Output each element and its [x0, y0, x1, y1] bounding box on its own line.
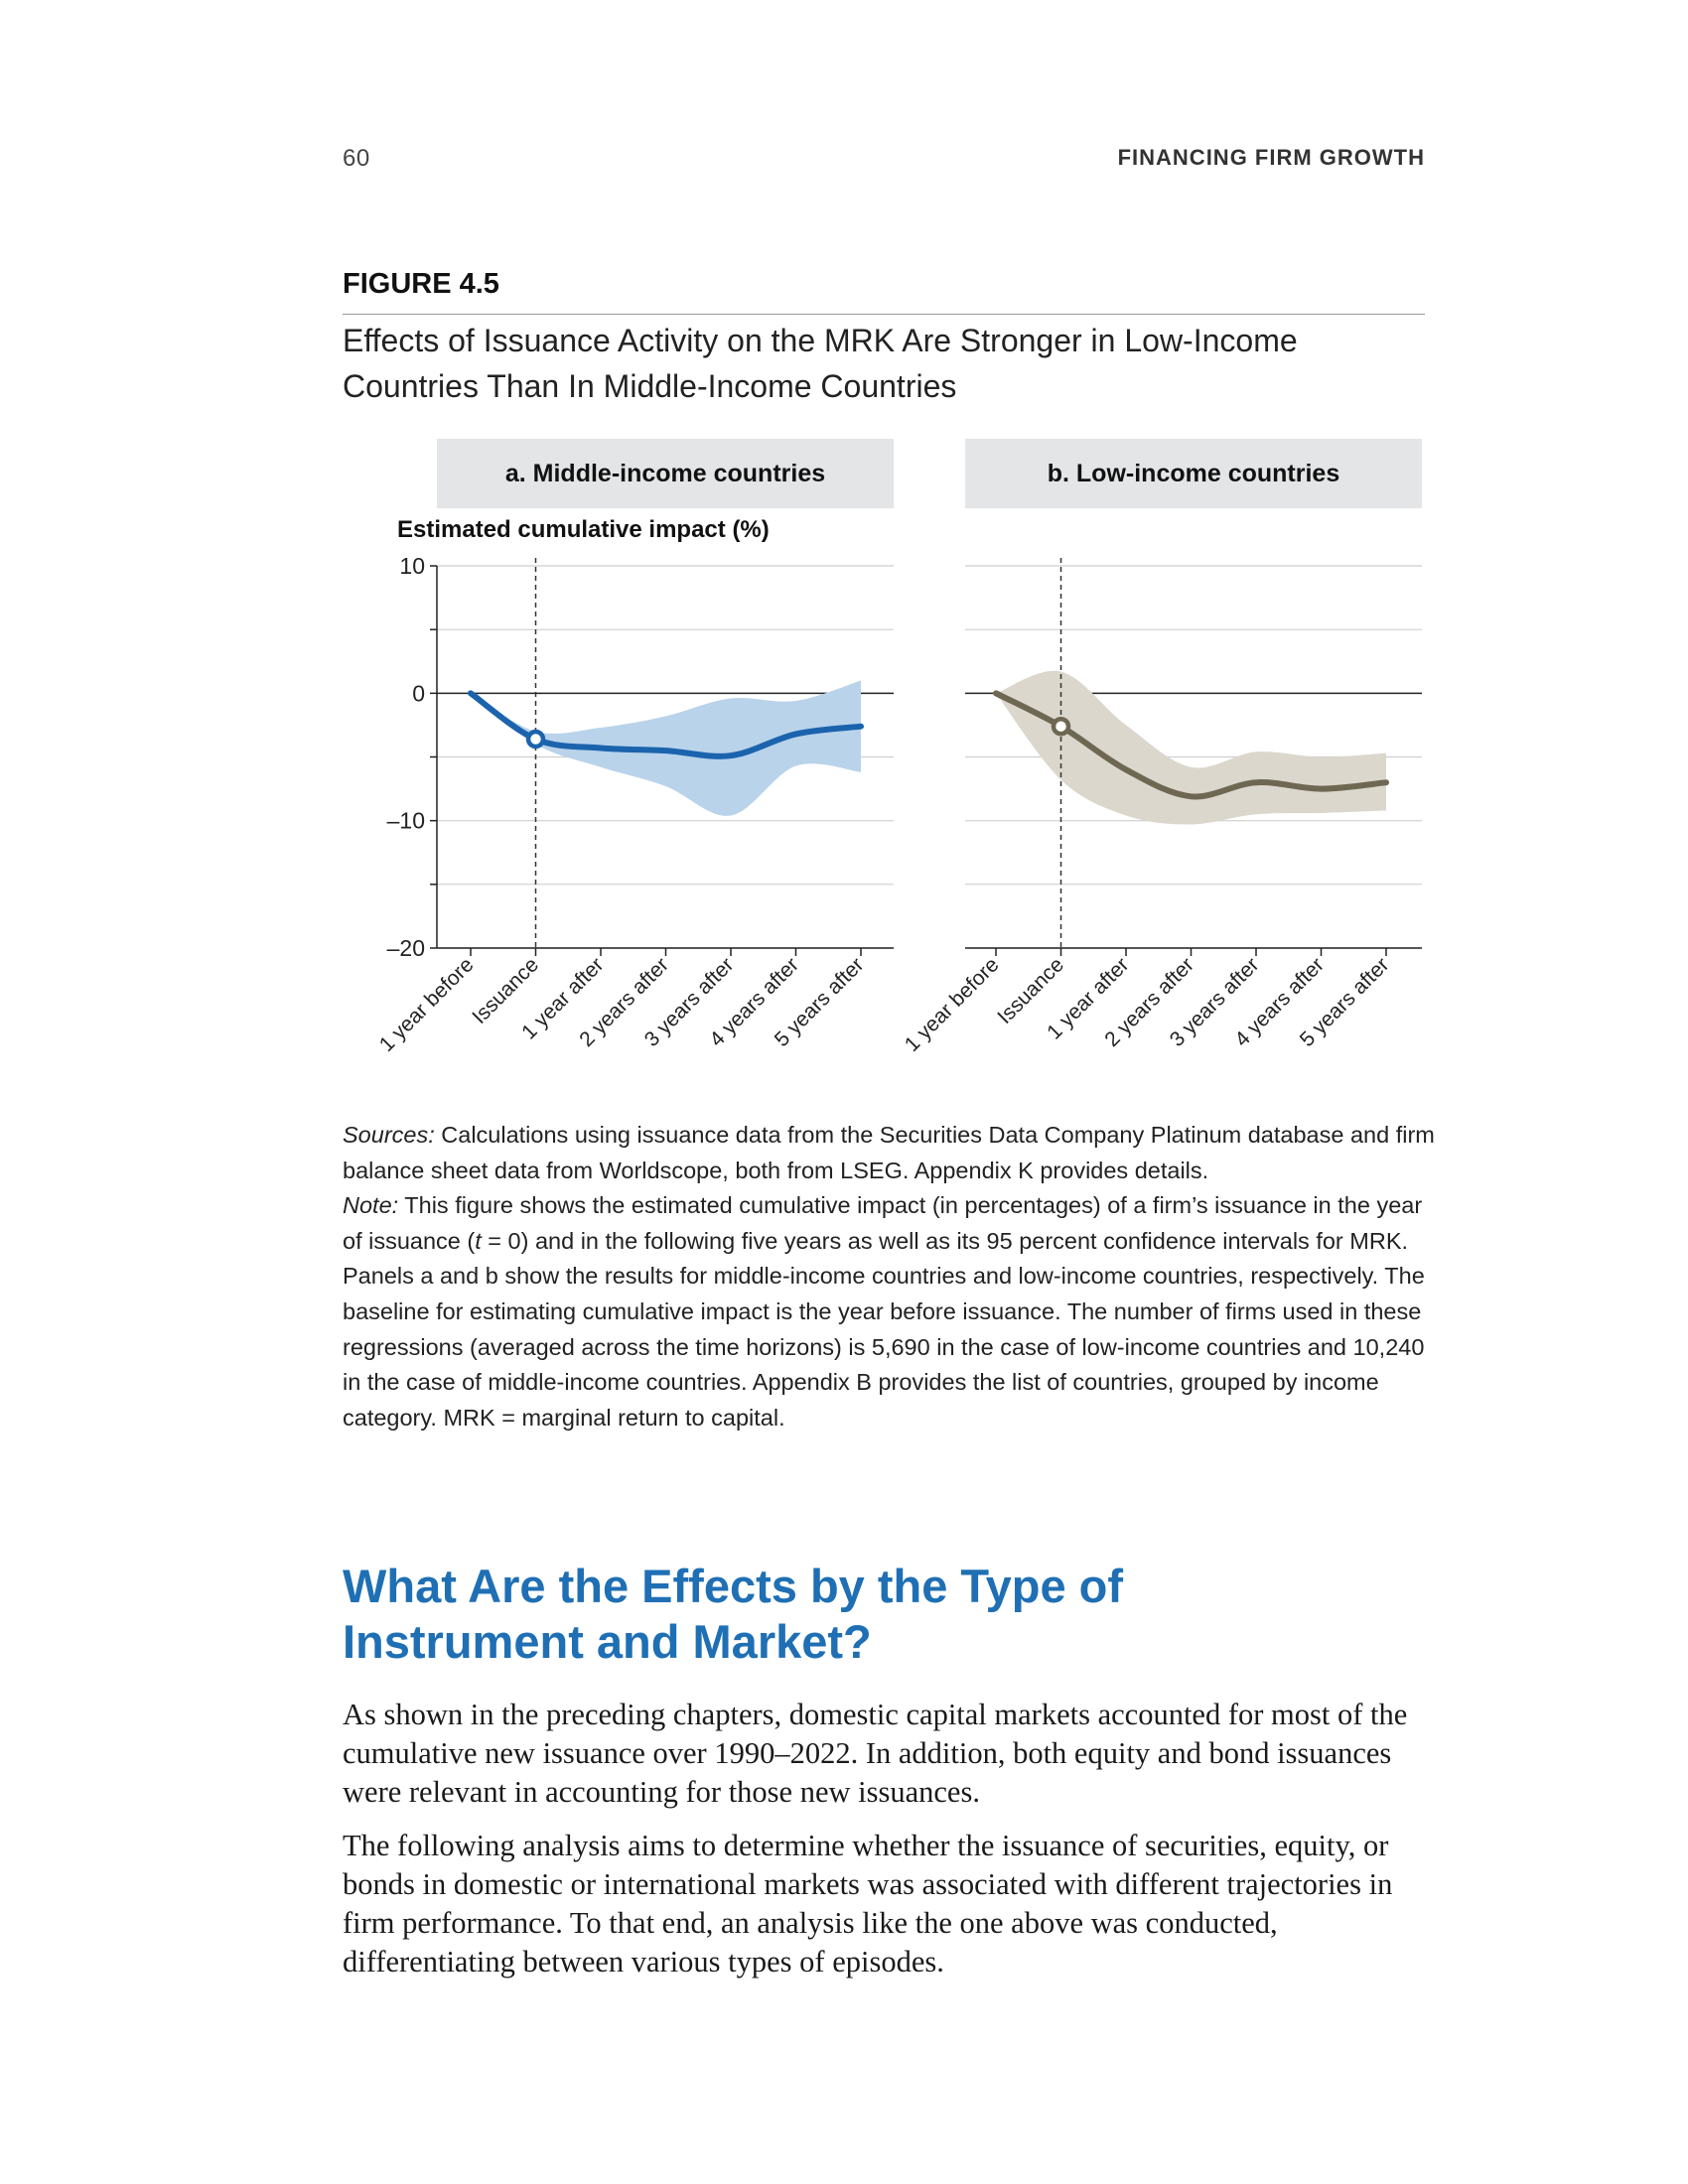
figure-title: Effects of Issuance Activity on the MRK … — [343, 323, 1298, 404]
note-text-2: = 0) and in the following five years as … — [343, 1227, 1425, 1431]
sources-text: Calculations using issuance data from th… — [343, 1122, 1435, 1183]
panel-b-header: b. Low-income countries — [965, 439, 1422, 508]
figure-label: FIGURE 4.5 — [343, 268, 499, 300]
figure-rule — [343, 314, 1425, 315]
x-tick-label: 1 year before — [901, 953, 1004, 1056]
y-tick-label: 0 — [412, 680, 425, 706]
figure-notes: Sources: Calculations using issuance dat… — [343, 1118, 1435, 1435]
issuance-point-marker — [525, 729, 546, 750]
note-paragraph: Note: This figure shows the estimated cu… — [343, 1188, 1435, 1435]
y-tick-label: –10 — [387, 808, 425, 834]
note-text-1: This figure shows the estimated cumulati… — [343, 1192, 1423, 1254]
body-paragraph-2: The following analysis aims to determine… — [343, 1829, 1393, 1979]
sources-label: Sources: — [343, 1122, 435, 1148]
x-tick-label: 1 year before — [375, 953, 479, 1056]
note-variable-t: t — [475, 1227, 482, 1254]
issuance-point-marker — [1051, 716, 1071, 737]
sources-note: Sources: Calculations using issuance dat… — [343, 1118, 1435, 1188]
note-label: Note: — [343, 1192, 399, 1219]
y-axis-label: Estimated cumulative impact (%) — [397, 516, 770, 543]
section-heading: What Are the Effects by the Type of Inst… — [343, 1560, 1124, 1668]
panel-a-header: a. Middle-income countries — [437, 439, 894, 508]
y-tick-label: 10 — [399, 553, 425, 579]
y-tick-label: –20 — [387, 935, 425, 961]
page-number: 60 — [343, 145, 370, 172]
running-head: FINANCING FIRM GROWTH — [1117, 145, 1425, 170]
body-paragraph-1: As shown in the preceding chapters, dome… — [343, 1698, 1408, 1809]
